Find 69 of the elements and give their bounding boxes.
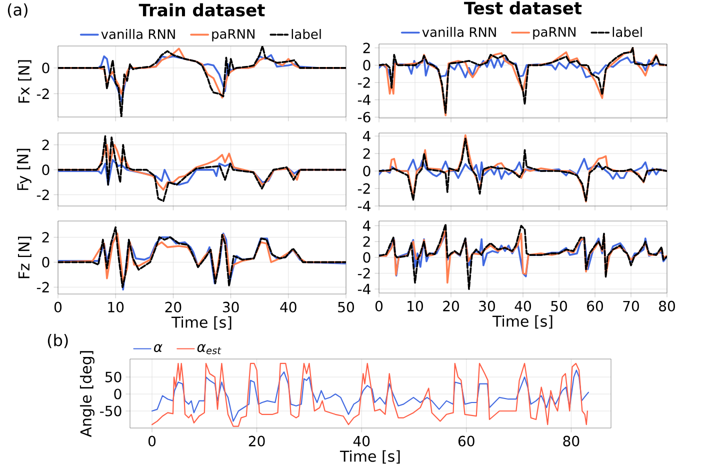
y-tick-label: -4 bbox=[358, 200, 370, 212]
y-tick-label: -50 bbox=[100, 406, 122, 416]
line-series bbox=[379, 228, 667, 284]
y-tick-label: -2 bbox=[358, 77, 370, 88]
x-tick-label: 30 bbox=[222, 302, 239, 312]
legend-label: vanilla RNN bbox=[422, 26, 496, 38]
y-axis-title: Fz [N] bbox=[18, 236, 32, 278]
y-tick-label: 2 bbox=[363, 236, 370, 247]
y-tick-label: 0 bbox=[363, 60, 370, 70]
x-tick-label: 20 bbox=[165, 302, 182, 312]
y-tick-label: 4 bbox=[362, 130, 370, 142]
x-tick-label: 70 bbox=[623, 300, 639, 312]
y-tick-label: -2 bbox=[358, 268, 370, 278]
y-tick-label: 50 bbox=[105, 372, 122, 382]
y-tick-label: 2 bbox=[42, 232, 49, 242]
y-tick-label: -4 bbox=[358, 94, 370, 105]
line-series bbox=[151, 362, 588, 427]
x-tick-label: 80 bbox=[563, 436, 580, 446]
legend-label: α$_{est}$ bbox=[197, 344, 222, 354]
y-axis-title: Fy [N] bbox=[16, 148, 32, 190]
x-axis-title: Time [s] bbox=[492, 315, 552, 329]
y-tick-label: -2 bbox=[358, 183, 370, 194]
y-tick-label: -6 bbox=[358, 112, 370, 122]
y-axis-title: Angle [deg] bbox=[80, 351, 94, 438]
x-tick-label: 20 bbox=[443, 300, 459, 312]
x-tick-label: 20 bbox=[248, 436, 265, 446]
x-tick-label: 40 bbox=[514, 300, 531, 312]
y-tick-label: 2 bbox=[363, 42, 370, 54]
x-tick-label: 80 bbox=[659, 300, 675, 312]
y-tick-label: 0 bbox=[363, 252, 370, 263]
y-tick-label: 2 bbox=[42, 140, 49, 150]
y-tick-label: -2 bbox=[36, 88, 49, 99]
y-axis-title: Fx [N] bbox=[18, 60, 32, 103]
y-tick-label: 0 bbox=[114, 388, 122, 400]
y-tick-label: 0 bbox=[42, 164, 50, 176]
legend-label: α bbox=[154, 344, 162, 352]
text: (b) bbox=[48, 334, 68, 348]
x-tick-label: 10 bbox=[108, 302, 124, 312]
legend-label: label bbox=[612, 26, 642, 38]
legend-label: label bbox=[292, 28, 321, 40]
x-tick-label: 0 bbox=[375, 300, 383, 312]
x-tick-label: 10 bbox=[408, 300, 423, 312]
chart-title: Test dataset bbox=[464, 1, 582, 14]
x-tick-label: 50 bbox=[551, 300, 567, 312]
x-tick-label: 40 bbox=[353, 436, 370, 446]
x-axis-title: Time [s] bbox=[340, 450, 400, 464]
y-tick-label: 4 bbox=[362, 220, 370, 231]
x-tick-label: 60 bbox=[587, 300, 603, 312]
legend-label: paRNN bbox=[212, 29, 254, 42]
x-axis-title: Time [s] bbox=[171, 316, 232, 330]
y-tick-label: 0 bbox=[363, 166, 370, 176]
y-tick-label: -2 bbox=[36, 190, 49, 200]
x-tick-label: 40 bbox=[280, 302, 296, 312]
y-tick-label: 0 bbox=[42, 62, 50, 74]
y-tick-label: -2 bbox=[36, 282, 49, 292]
line-series bbox=[58, 135, 346, 202]
y-tick-label: 0 bbox=[42, 256, 50, 268]
legend-label: vanilla RNN bbox=[101, 28, 175, 40]
x-tick-label: 60 bbox=[458, 436, 474, 446]
chart-title: Train dataset bbox=[138, 3, 265, 16]
x-tick-label: 0 bbox=[54, 302, 62, 312]
x-tick-label: 50 bbox=[338, 302, 354, 312]
line-series bbox=[151, 370, 590, 422]
legend-label: paRNN bbox=[533, 27, 576, 40]
y-tick-label: -4 bbox=[358, 284, 370, 294]
y-tick-label: 2 bbox=[363, 148, 370, 159]
text: (a) bbox=[8, 3, 28, 18]
x-tick-label: 0 bbox=[148, 436, 156, 446]
x-tick-label: 30 bbox=[479, 300, 495, 312]
